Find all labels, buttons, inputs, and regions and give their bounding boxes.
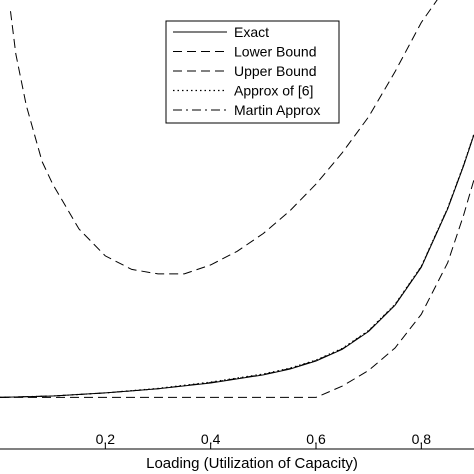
- series-layer: [0, 0, 474, 398]
- series-line-3: [10, 0, 438, 275]
- x-tick-label: 0.6: [306, 431, 326, 447]
- legend-label-3: Upper Bound: [234, 63, 317, 79]
- legend: Exact Lower Bound Upper Bound Approx of [6]…: [165, 20, 340, 124]
- x-axis-label: Loading (Utilization of Capacity): [146, 455, 358, 472]
- x-tick-label: 0.4: [201, 431, 221, 447]
- x-tick-label: 0.8: [412, 431, 432, 447]
- x-tick-label: 0.2: [96, 431, 116, 447]
- legend-box: [165, 20, 340, 124]
- legend-label-2: Lower Bound: [234, 44, 317, 60]
- legend-label-4: Approx of [6]: [234, 83, 313, 99]
- legend-label-1: Exact: [234, 24, 269, 40]
- legend-label-5: Martin Approx: [234, 102, 320, 118]
- series-line-2: [0, 179, 474, 398]
- x-axis: 0.2 0.4 0.6 0.8: [0, 431, 474, 450]
